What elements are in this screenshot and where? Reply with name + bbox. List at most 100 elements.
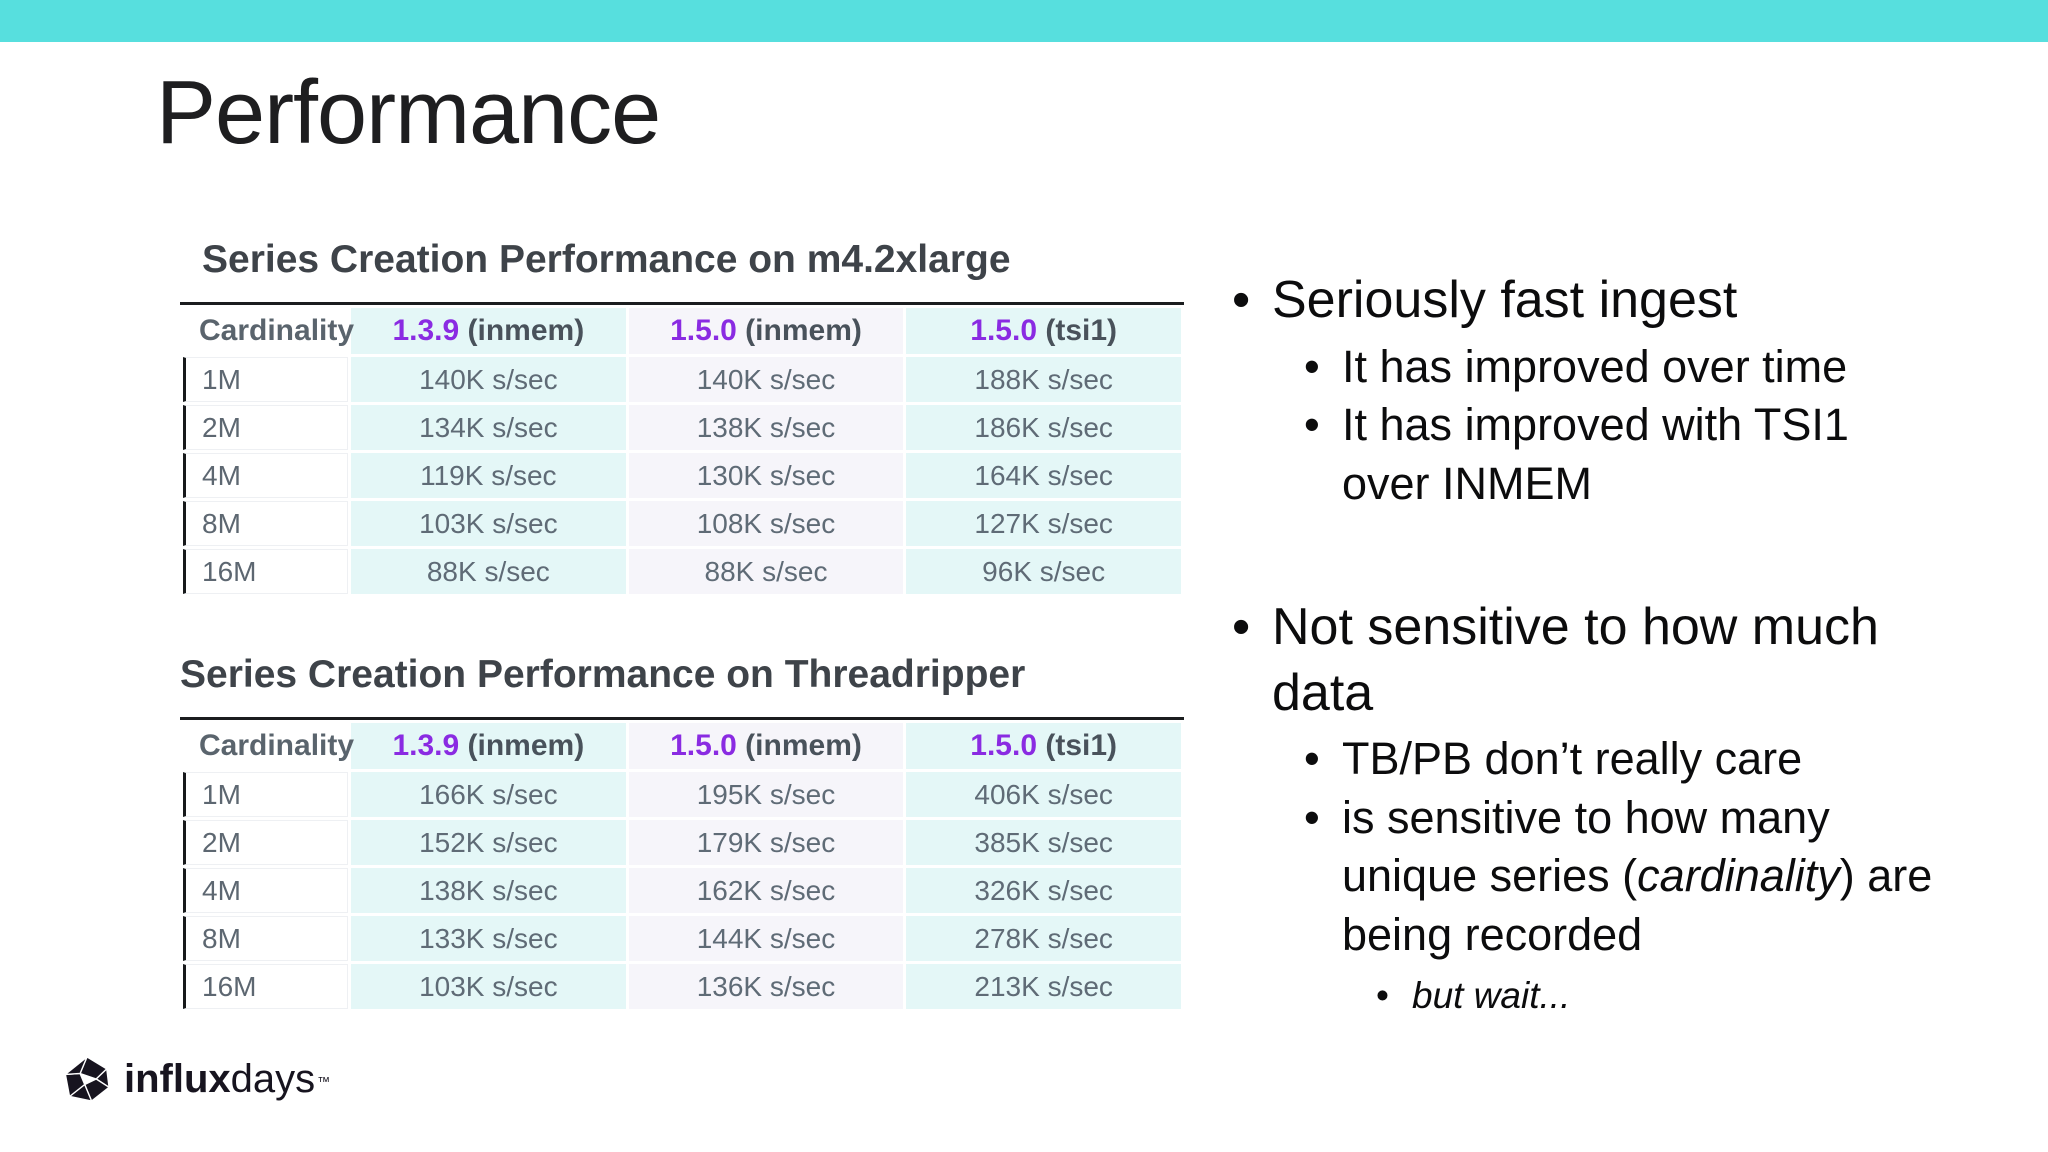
bullet-text: It has improved with TSI1 over INMEM	[1342, 399, 1849, 509]
column-header-version: 1.5.0 (tsi1)	[906, 723, 1181, 769]
table-cell-rate: 130K s/sec	[628, 453, 904, 498]
table-cell-rate: 326K s/sec	[906, 868, 1181, 913]
table-row: 16M 88K s/sec 88K s/sec 96K s/sec	[183, 549, 1181, 594]
table-cell-rate: 195K s/sec	[628, 772, 904, 817]
table-cell-rate: 138K s/sec	[351, 868, 626, 913]
table-row: 1M 166K s/sec 195K s/sec 406K s/sec	[183, 772, 1181, 817]
row-label-cardinality: 1M	[183, 357, 348, 402]
table-row: 16M 103K s/sec 136K s/sec 213K s/sec	[183, 964, 1181, 1009]
column-header-version: 1.5.0 (inmem)	[628, 308, 904, 354]
bullet-children: • but wait...	[1376, 972, 2022, 1020]
logo-wordmark: influxdays	[124, 1056, 316, 1101]
bullet-item: • TB/PB don’t really care	[1304, 730, 2022, 789]
row-label-cardinality: 4M	[183, 453, 348, 498]
bullet-item: • but wait...	[1376, 972, 2022, 1020]
table-cell-rate: 103K s/sec	[351, 501, 626, 546]
table-cell-rate: 138K s/sec	[628, 405, 904, 450]
trademark-symbol: ™	[317, 1073, 331, 1089]
table-section-m4-2xlarge: Series Creation Performance on m4.2xlarg…	[180, 238, 1184, 597]
table-row: 4M 119K s/sec 130K s/sec 164K s/sec	[183, 453, 1181, 498]
influxdays-logo: influxdays ™	[64, 1056, 330, 1102]
row-label-cardinality: 1M	[183, 772, 348, 817]
bullet-dot-icon: •	[1304, 733, 1320, 785]
table-heading: Series Creation Performance on m4.2xlarg…	[202, 238, 1011, 281]
table-cell-rate: 134K s/sec	[351, 405, 626, 450]
bullet-text: is sensitive to how many unique series (c…	[1342, 791, 1933, 960]
table-cell-rate: 133K s/sec	[351, 916, 626, 961]
bullet-item: • Seriously fast ingest	[1232, 268, 2022, 334]
bullet-item: • It has improved over time	[1304, 338, 2022, 397]
row-label-cardinality: 8M	[183, 916, 348, 961]
tables-column: Series Creation Performance on m4.2xlarg…	[180, 238, 1184, 1012]
row-label-cardinality: 2M	[183, 405, 348, 450]
table-header-row: Cardinality 1.3.9 (inmem) 1.5.0 (inmem) 1.5…	[183, 308, 1181, 354]
column-header-cardinality: Cardinality	[183, 308, 354, 354]
table-heading: Series Creation Performance on Threadrip…	[180, 653, 1026, 696]
bullet-text: Not sensitive to how much data	[1272, 598, 1879, 722]
bullet-children: • It has improved over time • It has improv…	[1304, 338, 2022, 514]
row-label-cardinality: 2M	[183, 820, 348, 865]
table-row: 2M 152K s/sec 179K s/sec 385K s/sec	[183, 820, 1181, 865]
table-row: 4M 138K s/sec 162K s/sec 326K s/sec	[183, 868, 1181, 913]
table-cell-rate: 406K s/sec	[906, 772, 1181, 817]
bullet-text: It has improved over time	[1342, 340, 1848, 392]
table-cell-rate: 144K s/sec	[628, 916, 904, 961]
table-row: 8M 133K s/sec 144K s/sec 278K s/sec	[183, 916, 1181, 961]
bullet-dot-icon: •	[1232, 271, 1251, 329]
table-cell-rate: 108K s/sec	[628, 501, 904, 546]
table-cell-rate: 186K s/sec	[906, 405, 1181, 450]
table-cell-rate: 162K s/sec	[628, 868, 904, 913]
bullet-dot-icon: •	[1376, 975, 1389, 1017]
bullet-children: • TB/PB don’t really care • is sensitive to…	[1304, 730, 2022, 1020]
table-section-threadripper: Series Creation Performance on Threadrip…	[180, 653, 1184, 1012]
table-cell-rate: 140K s/sec	[628, 357, 904, 402]
table-cell-rate: 164K s/sec	[906, 453, 1181, 498]
table-cell-rate: 385K s/sec	[906, 820, 1181, 865]
column-header-cardinality: Cardinality	[183, 723, 354, 769]
column-header-version: 1.3.9 (inmem)	[351, 308, 626, 354]
bullet-text: but wait...	[1412, 975, 1571, 1017]
table-cell-rate: 166K s/sec	[351, 772, 626, 817]
data-table: Cardinality 1.3.9 (inmem) 1.5.0 (inmem) 1.5…	[180, 305, 1184, 597]
row-label-cardinality: 16M	[183, 964, 348, 1009]
data-table: Cardinality 1.3.9 (inmem) 1.5.0 (inmem) 1.5…	[180, 720, 1184, 1012]
row-label-cardinality: 16M	[183, 549, 348, 594]
table-cell-rate: 140K s/sec	[351, 357, 626, 402]
table-cell-rate: 88K s/sec	[351, 549, 626, 594]
bullet-dot-icon: •	[1304, 340, 1320, 392]
table-cell-rate: 119K s/sec	[351, 453, 626, 498]
table-cell-rate: 278K s/sec	[906, 916, 1181, 961]
table-cell-rate: 152K s/sec	[351, 820, 626, 865]
bullet-dot-icon: •	[1304, 399, 1320, 451]
table-cell-rate: 136K s/sec	[628, 964, 904, 1009]
performance-table-m4: Cardinality 1.3.9 (inmem) 1.5.0 (inmem) 1.5…	[180, 302, 1184, 597]
row-label-cardinality: 4M	[183, 868, 348, 913]
table-cell-rate: 179K s/sec	[628, 820, 904, 865]
bullet-item: • Not sensitive to how much data	[1232, 595, 2022, 726]
row-label-cardinality: 8M	[183, 501, 348, 546]
column-header-version: 1.5.0 (inmem)	[628, 723, 904, 769]
table-row: 2M 134K s/sec 138K s/sec 186K s/sec	[183, 405, 1181, 450]
column-header-version: 1.3.9 (inmem)	[351, 723, 626, 769]
table-cell-rate: 213K s/sec	[906, 964, 1181, 1009]
notes-column: • Seriously fast ingest • It has improved o…	[1232, 268, 2022, 1020]
table-header-row: Cardinality 1.3.9 (inmem) 1.5.0 (inmem) 1.5…	[183, 723, 1181, 769]
influxdata-rock-icon	[64, 1056, 110, 1102]
bullet-dot-icon: •	[1232, 598, 1251, 657]
table-cell-rate: 96K s/sec	[906, 549, 1181, 594]
table-cell-rate: 127K s/sec	[906, 501, 1181, 546]
bullet-item: • is sensitive to how many unique series (…	[1304, 789, 2022, 965]
bullet-text: TB/PB don’t really care	[1342, 733, 1803, 785]
table-row: 8M 103K s/sec 108K s/sec 127K s/sec	[183, 501, 1181, 546]
page-title: Performance	[156, 63, 661, 163]
table-row: 1M 140K s/sec 140K s/sec 188K s/sec	[183, 357, 1181, 402]
table-cell-rate: 188K s/sec	[906, 357, 1181, 402]
performance-table-threadripper: Cardinality 1.3.9 (inmem) 1.5.0 (inmem) 1.5…	[180, 717, 1184, 1012]
table-cell-rate: 103K s/sec	[351, 964, 626, 1009]
bullet-dot-icon: •	[1304, 791, 1320, 843]
table-cell-rate: 88K s/sec	[628, 549, 904, 594]
top-accent-bar	[0, 0, 2048, 42]
bullet-item: • It has improved with TSI1 over INMEM	[1304, 396, 2022, 513]
column-header-version: 1.5.0 (tsi1)	[906, 308, 1181, 354]
bullet-text: Seriously fast ingest	[1272, 271, 1738, 329]
